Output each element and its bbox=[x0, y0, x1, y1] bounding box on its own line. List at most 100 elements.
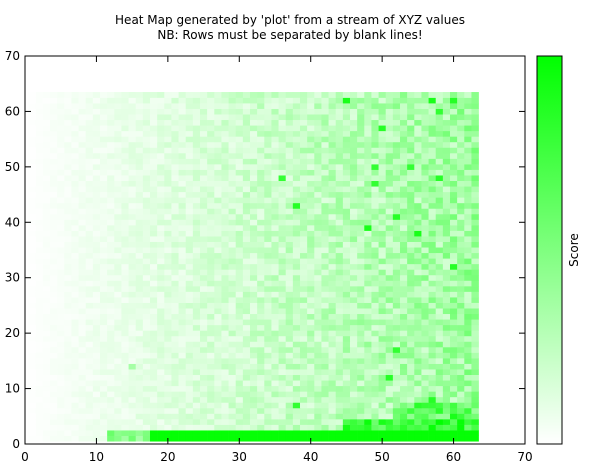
heatmap-cell bbox=[100, 324, 108, 331]
heatmap-cell bbox=[378, 153, 387, 159]
heatmap-cell bbox=[171, 380, 179, 387]
heatmap-cell bbox=[457, 153, 465, 159]
heatmap-cell bbox=[221, 363, 229, 370]
heatmap-cell bbox=[350, 396, 358, 403]
heatmap-cell bbox=[28, 141, 37, 148]
heatmap-cell bbox=[171, 291, 179, 298]
heatmap-cell bbox=[42, 197, 51, 204]
heatmap-cell bbox=[257, 141, 265, 148]
heatmap-cell bbox=[185, 274, 194, 281]
heatmap-cell bbox=[450, 186, 458, 193]
heatmap-cell bbox=[235, 213, 244, 220]
heatmap-cell bbox=[171, 225, 179, 231]
heatmap-cell bbox=[71, 385, 79, 392]
heatmap-cell bbox=[150, 158, 158, 165]
heatmap-cell bbox=[164, 402, 172, 409]
heatmap-cell bbox=[342, 219, 351, 226]
heatmap-cell bbox=[264, 363, 272, 370]
heatmap-cell bbox=[100, 225, 108, 231]
heatmap-cell bbox=[185, 191, 194, 198]
heatmap-cell bbox=[107, 136, 115, 143]
heatmap-cell bbox=[192, 213, 201, 220]
heatmap-cell bbox=[200, 186, 208, 193]
heatmap-cell bbox=[442, 136, 451, 143]
heatmap-cell bbox=[85, 363, 94, 370]
heatmap-cell bbox=[321, 130, 329, 137]
heatmap-cell bbox=[142, 347, 151, 353]
heatmap-cell bbox=[464, 230, 472, 237]
heatmap-cell bbox=[278, 230, 287, 237]
heatmap-cell bbox=[414, 413, 422, 420]
heatmap-cell bbox=[100, 313, 108, 320]
heatmap-cell bbox=[142, 402, 151, 409]
heatmap-cell bbox=[107, 319, 115, 326]
heatmap-cell bbox=[150, 297, 158, 303]
heatmap-cell bbox=[314, 191, 322, 198]
heatmap-cell bbox=[471, 202, 479, 209]
heatmap-cell bbox=[435, 153, 444, 159]
heatmap-cell bbox=[42, 330, 51, 337]
heatmap-cell bbox=[107, 291, 115, 298]
heatmap-cell bbox=[407, 274, 415, 281]
heatmap-cell bbox=[285, 180, 294, 187]
heatmap-cell bbox=[428, 341, 437, 348]
heatmap-cell bbox=[235, 230, 244, 237]
heatmap-cell bbox=[214, 202, 222, 209]
heatmap-cell bbox=[64, 286, 72, 292]
heatmap-cell bbox=[178, 402, 187, 409]
heatmap-cell bbox=[142, 147, 151, 154]
heatmap-cell bbox=[442, 130, 451, 137]
heatmap-cell bbox=[428, 136, 437, 143]
heatmap-cell bbox=[292, 114, 301, 121]
heatmap-cell bbox=[185, 213, 194, 220]
heatmap-cell bbox=[428, 380, 437, 387]
heatmap-cell bbox=[128, 286, 137, 292]
heatmap-cell bbox=[400, 380, 408, 387]
heatmap-cell bbox=[464, 186, 472, 193]
heatmap-cell bbox=[100, 136, 108, 143]
heatmap-cell bbox=[364, 324, 372, 331]
heatmap-cell bbox=[64, 186, 72, 193]
heatmap-cell bbox=[328, 286, 337, 292]
heatmap-cell bbox=[350, 391, 358, 398]
heatmap-cell bbox=[192, 297, 201, 303]
heatmap-cell bbox=[292, 280, 301, 287]
heatmap-cell bbox=[464, 130, 472, 137]
heatmap-cell bbox=[328, 186, 337, 193]
heatmap-cell bbox=[200, 430, 208, 436]
heatmap-cell bbox=[428, 169, 437, 176]
heatmap-cell bbox=[164, 158, 172, 165]
heatmap-cell bbox=[242, 313, 251, 320]
heatmap-cell bbox=[242, 407, 251, 414]
heatmap-cell bbox=[457, 141, 465, 148]
heatmap-cell bbox=[442, 291, 451, 298]
heatmap-cell bbox=[228, 319, 237, 326]
heatmap-cell bbox=[392, 358, 401, 364]
heatmap-cell bbox=[71, 197, 79, 204]
heatmap-cell bbox=[114, 319, 122, 326]
heatmap-cell bbox=[392, 330, 401, 337]
heatmap-cell bbox=[171, 391, 179, 398]
heatmap-cell bbox=[371, 402, 379, 409]
heatmap-cell bbox=[92, 247, 101, 254]
heatmap-cell bbox=[228, 92, 237, 98]
heatmap-cell bbox=[257, 236, 265, 242]
heatmap-cell bbox=[35, 197, 44, 204]
heatmap-cell bbox=[121, 97, 129, 104]
heatmap-cell bbox=[164, 407, 172, 414]
heatmap-cell bbox=[121, 419, 129, 425]
heatmap-cell bbox=[242, 435, 251, 442]
heatmap-cell bbox=[107, 347, 115, 353]
heatmap-cell bbox=[471, 103, 479, 109]
heatmap-cell bbox=[35, 164, 44, 170]
heatmap-cell bbox=[64, 241, 72, 248]
heatmap-cell bbox=[71, 419, 79, 425]
heatmap-cell bbox=[292, 208, 301, 215]
heatmap-cell bbox=[378, 186, 387, 193]
heatmap-cell bbox=[264, 252, 272, 259]
heatmap-cell bbox=[250, 430, 258, 436]
heatmap-cell bbox=[250, 241, 258, 248]
heatmap-cell bbox=[450, 308, 458, 315]
heatmap-cell bbox=[64, 103, 72, 109]
heatmap-cell bbox=[257, 219, 265, 226]
